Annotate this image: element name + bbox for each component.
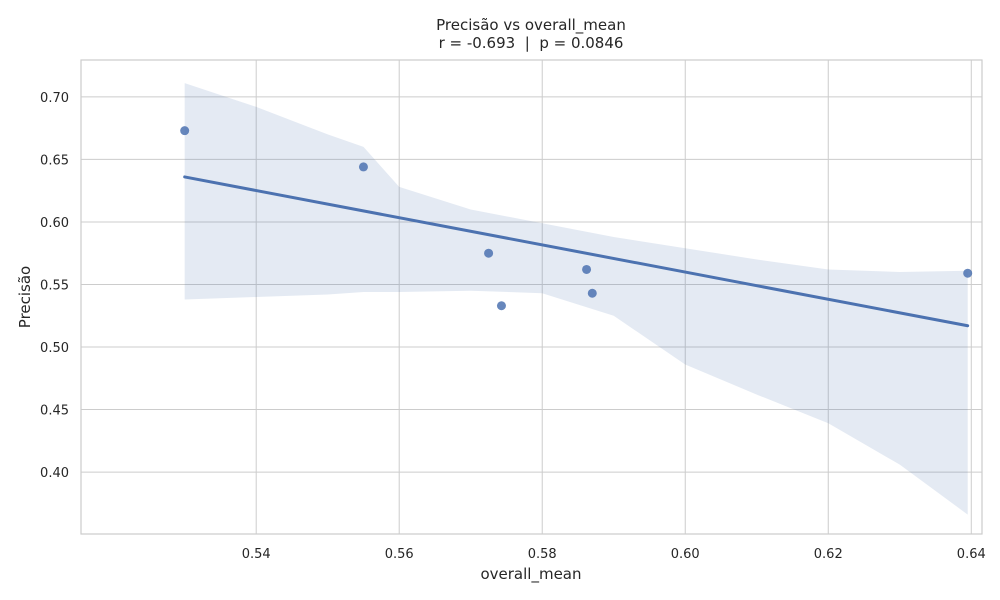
data-point [358, 162, 368, 172]
x-tick-label: 0.54 [242, 547, 271, 562]
y-tick-label: 0.40 [40, 466, 69, 481]
y-tick-label: 0.65 [40, 153, 69, 168]
data-point [963, 268, 973, 278]
x-tick-label: 0.64 [957, 547, 986, 562]
y-tick-label: 0.55 [40, 278, 69, 293]
y-tick-label: 0.45 [40, 404, 69, 419]
y-tick-label: 0.70 [40, 91, 69, 106]
x-tick-label: 0.56 [385, 547, 414, 562]
plot-frame [80, 59, 983, 535]
x-ticks: 0.54 0.56 0.58 0.60 0.62 0.64 [242, 547, 986, 562]
y-tick-label: 0.60 [40, 216, 69, 231]
chart-subtitle: r = -0.693 | p = 0.0846 [439, 34, 624, 52]
regression-line [183, 175, 970, 328]
x-tick-label: 0.60 [671, 547, 700, 562]
confidence-band [184, 83, 968, 515]
data-point [496, 301, 506, 311]
y-ticks: 0.40 0.45 0.50 0.55 0.60 0.65 0.70 [40, 91, 69, 481]
y-axis-label: Precisão [16, 266, 34, 328]
y-tick-label: 0.50 [40, 341, 69, 356]
data-points [180, 126, 973, 311]
data-point [582, 264, 592, 274]
data-point [587, 288, 597, 298]
x-axis-label: overall_mean [480, 565, 581, 584]
y-grid [81, 96, 982, 473]
x-tick-label: 0.62 [814, 547, 843, 562]
chart-title: Precisão vs overall_mean [436, 16, 626, 35]
x-tick-label: 0.58 [528, 547, 557, 562]
data-point [484, 248, 494, 258]
x-grid [255, 60, 972, 534]
data-point [180, 126, 190, 136]
